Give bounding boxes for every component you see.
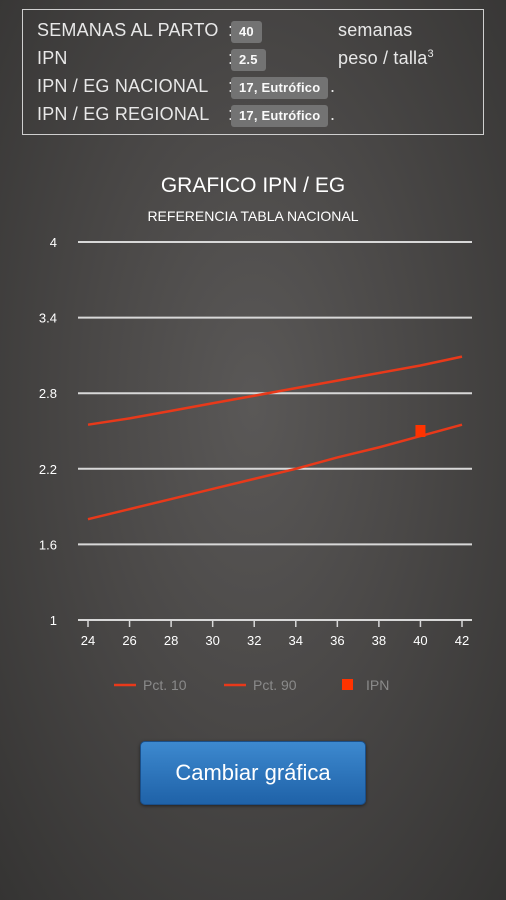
nacional-value-badge: 17, Eutrófico	[231, 77, 329, 99]
info-row-ipn: IPN : 2.5 peso / talla3	[37, 42, 477, 71]
series-lines	[87, 355, 463, 521]
semanas-unit: semanas	[338, 20, 413, 40]
x-tick-label: 24	[81, 633, 95, 648]
series-line-pct-90	[87, 355, 463, 426]
x-tick-label: 26	[122, 633, 136, 648]
info-row-regional: IPN / EG REGIONAL : 17, Eutrófico .	[37, 98, 477, 127]
colon-separator: :	[228, 104, 233, 125]
y-tick-label: 4	[50, 235, 57, 250]
x-tick-label: 32	[247, 633, 261, 648]
ipn-unit-text: peso / talla	[338, 48, 428, 68]
chart-title: GRAFICO IPN / EG	[161, 174, 345, 197]
y-tick-label: 3.4	[39, 311, 57, 326]
axes: 4 3.4 2.8 2.2 1.6 1 24 26 28 30 32 34 36 38 40 42	[39, 235, 472, 648]
ipn-data-point	[415, 425, 426, 437]
ipn-eg-chart: GRAFICO IPN / EG REFERENCIA TABLA NACION…	[39, 174, 472, 693]
colon-separator: :	[228, 76, 233, 97]
change-chart-button[interactable]: Cambiar gráfica	[140, 741, 366, 805]
colon-separator: :	[228, 48, 233, 69]
series-line-pct-10	[87, 423, 463, 521]
x-tick-label: 28	[164, 633, 178, 648]
semanas-label: SEMANAS AL PARTO	[37, 20, 219, 40]
legend-label: Pct. 90	[253, 677, 297, 693]
y-tick-label: 1	[50, 613, 57, 628]
x-tick-label: 34	[289, 633, 303, 648]
y-tick-label: 2.2	[39, 462, 57, 477]
chart-subtitle: REFERENCIA TABLA NACIONAL	[147, 208, 358, 224]
legend-swatch-square	[342, 679, 353, 690]
nacional-label: IPN / EG NACIONAL	[37, 76, 209, 96]
info-panel: SEMANAS AL PARTO : 40 semanas IPN : 2.5 …	[22, 9, 484, 135]
info-row-nacional: IPN / EG NACIONAL : 17, Eutrófico .	[37, 70, 477, 99]
y-tick-label: 1.6	[39, 537, 57, 552]
y-tick-label: 2.8	[39, 386, 57, 401]
legend-label: IPN	[366, 677, 389, 693]
x-tick-label: 30	[205, 633, 219, 648]
x-tick-label: 36	[330, 633, 344, 648]
info-row-semanas: SEMANAS AL PARTO : 40 semanas	[37, 14, 477, 43]
legend-label: Pct. 10	[143, 677, 187, 693]
colon-separator: :	[228, 20, 233, 41]
nacional-suffix: .	[330, 76, 336, 96]
regional-label: IPN / EG REGIONAL	[37, 104, 210, 124]
x-tick-label: 40	[413, 633, 427, 648]
x-tick-label: 38	[372, 633, 386, 648]
x-tick-label: 42	[455, 633, 469, 648]
ipn-value-badge: 2.5	[231, 49, 266, 71]
legend: Pct. 10 Pct. 90 IPN	[114, 677, 389, 693]
ipn-label: IPN	[37, 48, 68, 68]
ipn-unit: peso / talla3	[338, 48, 434, 69]
regional-suffix: .	[330, 104, 336, 124]
ipn-unit-exponent: 3	[427, 48, 434, 60]
semanas-value-badge: 40	[231, 21, 262, 43]
regional-value-badge: 17, Eutrófico	[231, 105, 329, 127]
